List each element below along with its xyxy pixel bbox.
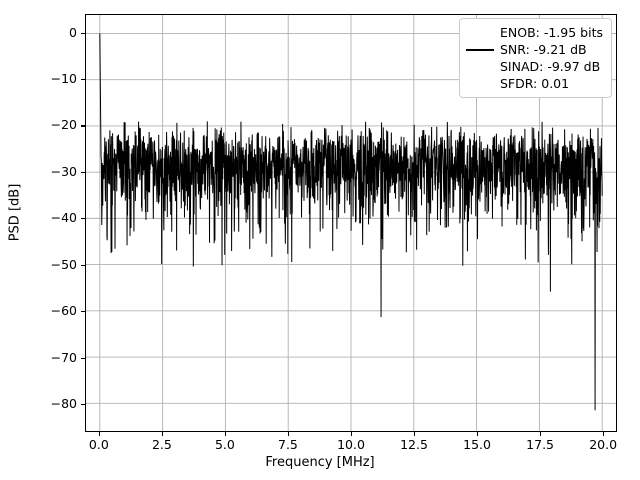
x-tick-mark	[351, 432, 353, 436]
y-tick-mark	[81, 264, 85, 266]
y-tick-mark	[81, 357, 85, 359]
x-axis-title: Frequency [MHz]	[265, 455, 375, 470]
y-tick-mark	[81, 404, 85, 406]
x-tick-mark	[477, 432, 479, 436]
legend-entry: ENOB: -1.95 bits	[465, 24, 605, 41]
legend-entry-label: SNR: -9.21 dB	[500, 42, 587, 57]
x-tick-label: 0.0	[88, 437, 109, 452]
legend-entry-label: SFDR: 0.01	[500, 76, 570, 91]
x-tick-mark	[161, 432, 163, 436]
y-tick-label: −70	[50, 349, 77, 365]
x-tick-label: 20.0	[589, 437, 618, 452]
y-tick-mark	[81, 311, 85, 313]
y-tick-label: −40	[50, 210, 77, 226]
y-tick-label: −50	[50, 256, 77, 272]
x-tick-mark	[603, 432, 605, 436]
legend-spacer	[465, 58, 495, 75]
x-tick-label: 17.5	[526, 437, 555, 452]
y-tick-mark	[81, 171, 85, 173]
psd-line	[99, 33, 603, 411]
legend-entry: SNR: -9.21 dB	[465, 41, 605, 58]
legend-entry-label: SINAD: -9.97 dB	[500, 59, 601, 74]
y-tick-mark	[81, 218, 85, 220]
grid-lines	[86, 15, 616, 431]
y-tick-label: −80	[50, 395, 77, 411]
y-tick-label: −10	[50, 70, 77, 86]
x-tick-label: 12.5	[400, 437, 428, 452]
y-tick-mark	[81, 32, 85, 34]
legend-entry: SINAD: -9.97 dB	[465, 58, 605, 75]
legend-spacer	[465, 24, 495, 41]
x-axis-tick-labels: 0.0 2.5 5.0 7.5 10.0 12.5 15.0 17.5 20.0	[0, 437, 640, 459]
y-axis-title: PSD [dB]	[7, 183, 23, 242]
y-axis-tick-labels: 0 −10 −20 −30 −40 −50 −60 −70 −80	[0, 0, 77, 480]
x-tick-mark	[540, 432, 542, 436]
legend-line-sample-icon	[465, 41, 495, 58]
legend-entry-label: ENOB: -1.95 bits	[500, 25, 603, 40]
psd-trace	[99, 33, 603, 411]
y-tick-mark	[81, 125, 85, 127]
x-tick-label: 10.0	[337, 437, 365, 452]
x-tick-label: 7.5	[278, 437, 298, 452]
y-tick-label: −60	[50, 302, 77, 318]
x-tick-mark	[224, 432, 227, 436]
legend-spacer	[465, 75, 495, 92]
x-tick-mark	[287, 432, 290, 436]
y-tick-label: 0	[69, 24, 77, 40]
y-tick-label: −30	[50, 163, 77, 179]
x-tick-label: 5.0	[214, 437, 235, 452]
x-tick-mark	[414, 432, 416, 436]
metrics-legend[interactable]: ENOB: -1.95 bits SNR: -9.21 dB SINAD: -9.9…	[459, 18, 612, 98]
y-tick-mark	[81, 79, 85, 81]
legend-entry: SFDR: 0.01	[465, 75, 605, 92]
x-tick-mark	[98, 432, 100, 436]
y-tick-label: −20	[50, 117, 77, 133]
x-tick-label: 2.5	[151, 437, 172, 452]
x-tick-label: 15.0	[463, 437, 491, 452]
